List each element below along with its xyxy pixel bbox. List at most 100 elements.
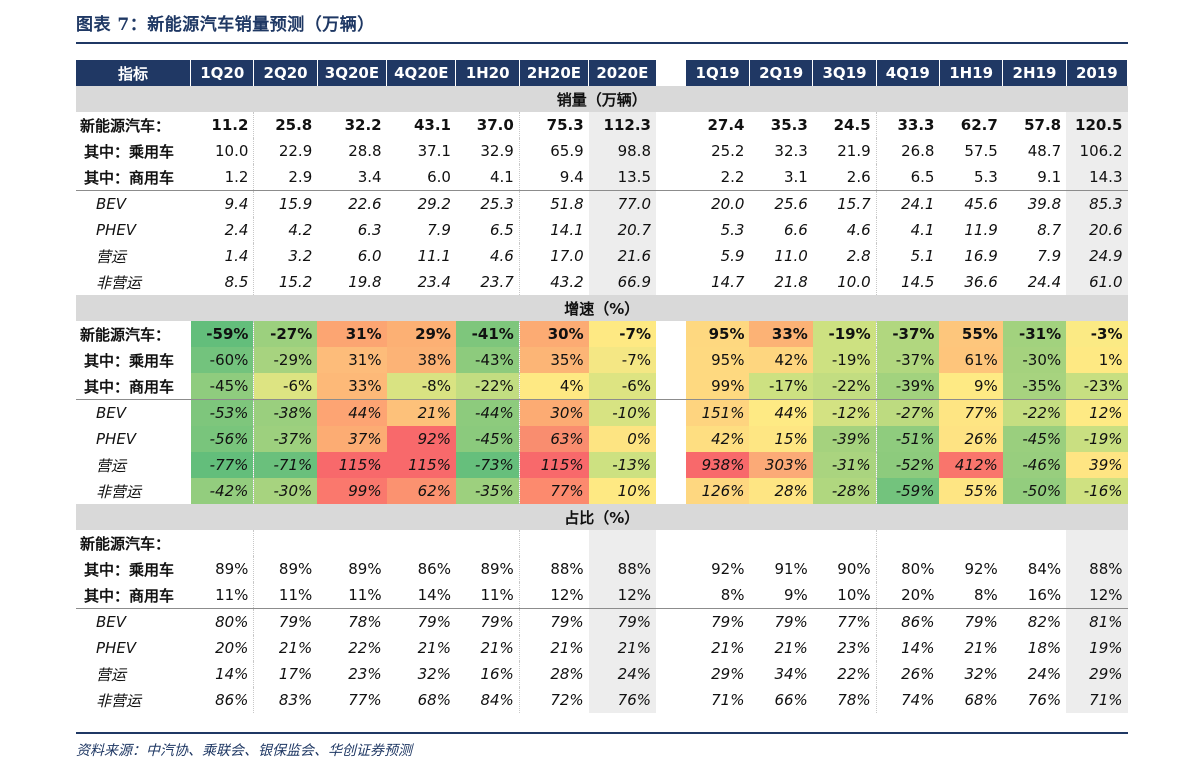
table-row: 其中：乘用车 -60% -29% 31% 38% -43% 35% -7% 95% 42% -19%…: [76, 347, 1128, 373]
value-cell: 51.8: [518, 190, 589, 217]
value-cell: -7%: [588, 347, 656, 373]
value-cell: 3.1: [783, 168, 808, 186]
value-cell: 34%: [774, 665, 808, 683]
source-note: 资料来源：中汽协、乘联会、银保监会、华创证券预测: [76, 743, 412, 759]
header-cell-2h20e: 2H20E: [519, 60, 590, 86]
value-cell: -50%: [1002, 478, 1067, 504]
gap-cell: [656, 687, 687, 713]
value-cell: 89%: [253, 556, 318, 582]
value-cell: 6.5: [875, 164, 940, 191]
row-label: 其中：商用车: [84, 168, 175, 187]
value-cell: -39%: [875, 373, 940, 400]
value-cell: 78%: [317, 608, 387, 635]
gap-cell: [656, 112, 687, 138]
header-gap: [656, 60, 687, 86]
value-cell: 33.3: [875, 112, 940, 138]
value-cell: 89%: [348, 560, 382, 578]
value-cell: 26%: [939, 426, 1003, 452]
gap-cell: [656, 190, 687, 217]
value-cell: 77%: [939, 399, 1003, 426]
value-cell: 20%: [875, 582, 940, 609]
value-cell: 21%: [417, 639, 451, 657]
value-cell: 71%: [711, 691, 745, 709]
value-cell: 1%: [1066, 347, 1128, 373]
value-cell: -59%: [875, 478, 940, 504]
value-cell: 29.2: [386, 190, 456, 217]
value-cell: -6%: [588, 373, 656, 400]
row-label: 营运: [96, 456, 127, 475]
value-cell: 77%: [518, 478, 589, 504]
value-cell: 9%: [784, 586, 808, 604]
value-cell: 1.2: [224, 168, 249, 186]
row-label: BEV: [76, 608, 191, 635]
value-cell: -7%: [588, 321, 656, 347]
value-cell: 76%: [1027, 691, 1062, 709]
table-row: PHEV -56% -37% 37% 92% -45% 63% 0% 42% 15% -39% -51…: [76, 426, 1128, 452]
value-cell: 98.8: [588, 138, 656, 164]
table-row: 新能源汽车： -59% -27% 31% 29% -41% 30% -7% 95% 33% -19%…: [76, 321, 1128, 347]
gap-cell: [656, 321, 687, 347]
value-cell: 92%: [964, 560, 998, 578]
value-cell: [456, 530, 519, 556]
value-cell: 25.6: [749, 190, 813, 217]
value-cell: -22%: [812, 373, 877, 400]
value-cell: -17%: [749, 373, 813, 400]
value-cell: -27%: [253, 321, 318, 347]
value-cell: 9.4: [190, 190, 254, 217]
gap-cell: [656, 269, 687, 295]
value-cell: -35%: [1002, 373, 1067, 400]
value-cell: 77.0: [588, 190, 656, 217]
value-cell: 17.0: [518, 243, 589, 269]
value-cell: 39%: [1066, 452, 1128, 478]
value-cell: 9%: [939, 373, 1003, 400]
value-cell: 3.4: [357, 168, 382, 186]
header-cell-3q19: 3Q19: [812, 60, 877, 86]
value-cell: -10%: [588, 399, 656, 426]
row-label: 营运: [96, 665, 127, 684]
value-cell: 24%: [588, 661, 656, 687]
gap-cell: [656, 582, 687, 609]
value-cell: 10.0: [837, 273, 871, 291]
value-cell: 88%: [588, 556, 656, 582]
value-cell: -45%: [190, 373, 254, 400]
value-cell: 5.9: [720, 247, 745, 265]
row-label: 其中：乘用车: [84, 351, 175, 370]
value-cell: 14.5: [875, 269, 940, 295]
value-cell: 89%: [215, 560, 249, 578]
value-cell: 23%: [837, 639, 871, 657]
value-cell: 99%: [317, 478, 387, 504]
value-cell: 75.3: [518, 112, 589, 138]
value-cell: 83%: [253, 687, 318, 713]
gap-cell: [656, 478, 687, 504]
value-cell: 61.0: [1066, 269, 1128, 295]
value-cell: 37%: [317, 426, 387, 452]
header-cell-1h19: 1H19: [939, 60, 1004, 86]
value-cell: 72%: [518, 687, 589, 713]
value-cell: 28%: [518, 661, 589, 687]
value-cell: [588, 530, 656, 556]
value-cell: 21%: [774, 639, 808, 657]
row-label: 营运: [96, 247, 127, 266]
value-cell: 21%: [518, 635, 589, 661]
value-cell: 44%: [749, 399, 813, 426]
value-cell: 151%: [686, 399, 750, 426]
value-cell: 4.6: [846, 221, 871, 239]
value-cell: 26%: [875, 661, 940, 687]
value-cell: 14%: [215, 665, 249, 683]
value-cell: 11.0: [774, 247, 808, 265]
figure-title: 图表 7：新能源汽车销量预测（万辆）: [76, 15, 375, 35]
value-cell: 77%: [348, 691, 382, 709]
value-cell: 57.5: [964, 142, 998, 160]
table-row: 非营运 8.5 15.2 19.8 23.4 23.7 43.2 66.9 14.7 21.8 10…: [76, 269, 1128, 295]
value-cell: 32.9: [480, 142, 514, 160]
value-cell: -73%: [455, 452, 520, 478]
value-cell: 86%: [215, 691, 249, 709]
value-cell: 115%: [518, 452, 589, 478]
value-cell: 22.9: [253, 138, 318, 164]
value-cell: 19.8: [348, 273, 382, 291]
row-label: BEV: [76, 399, 191, 426]
value-cell: 4.1: [875, 217, 940, 243]
value-cell: -77%: [190, 452, 254, 478]
value-cell: -39%: [812, 426, 877, 452]
value-cell: 24.1: [875, 190, 940, 217]
